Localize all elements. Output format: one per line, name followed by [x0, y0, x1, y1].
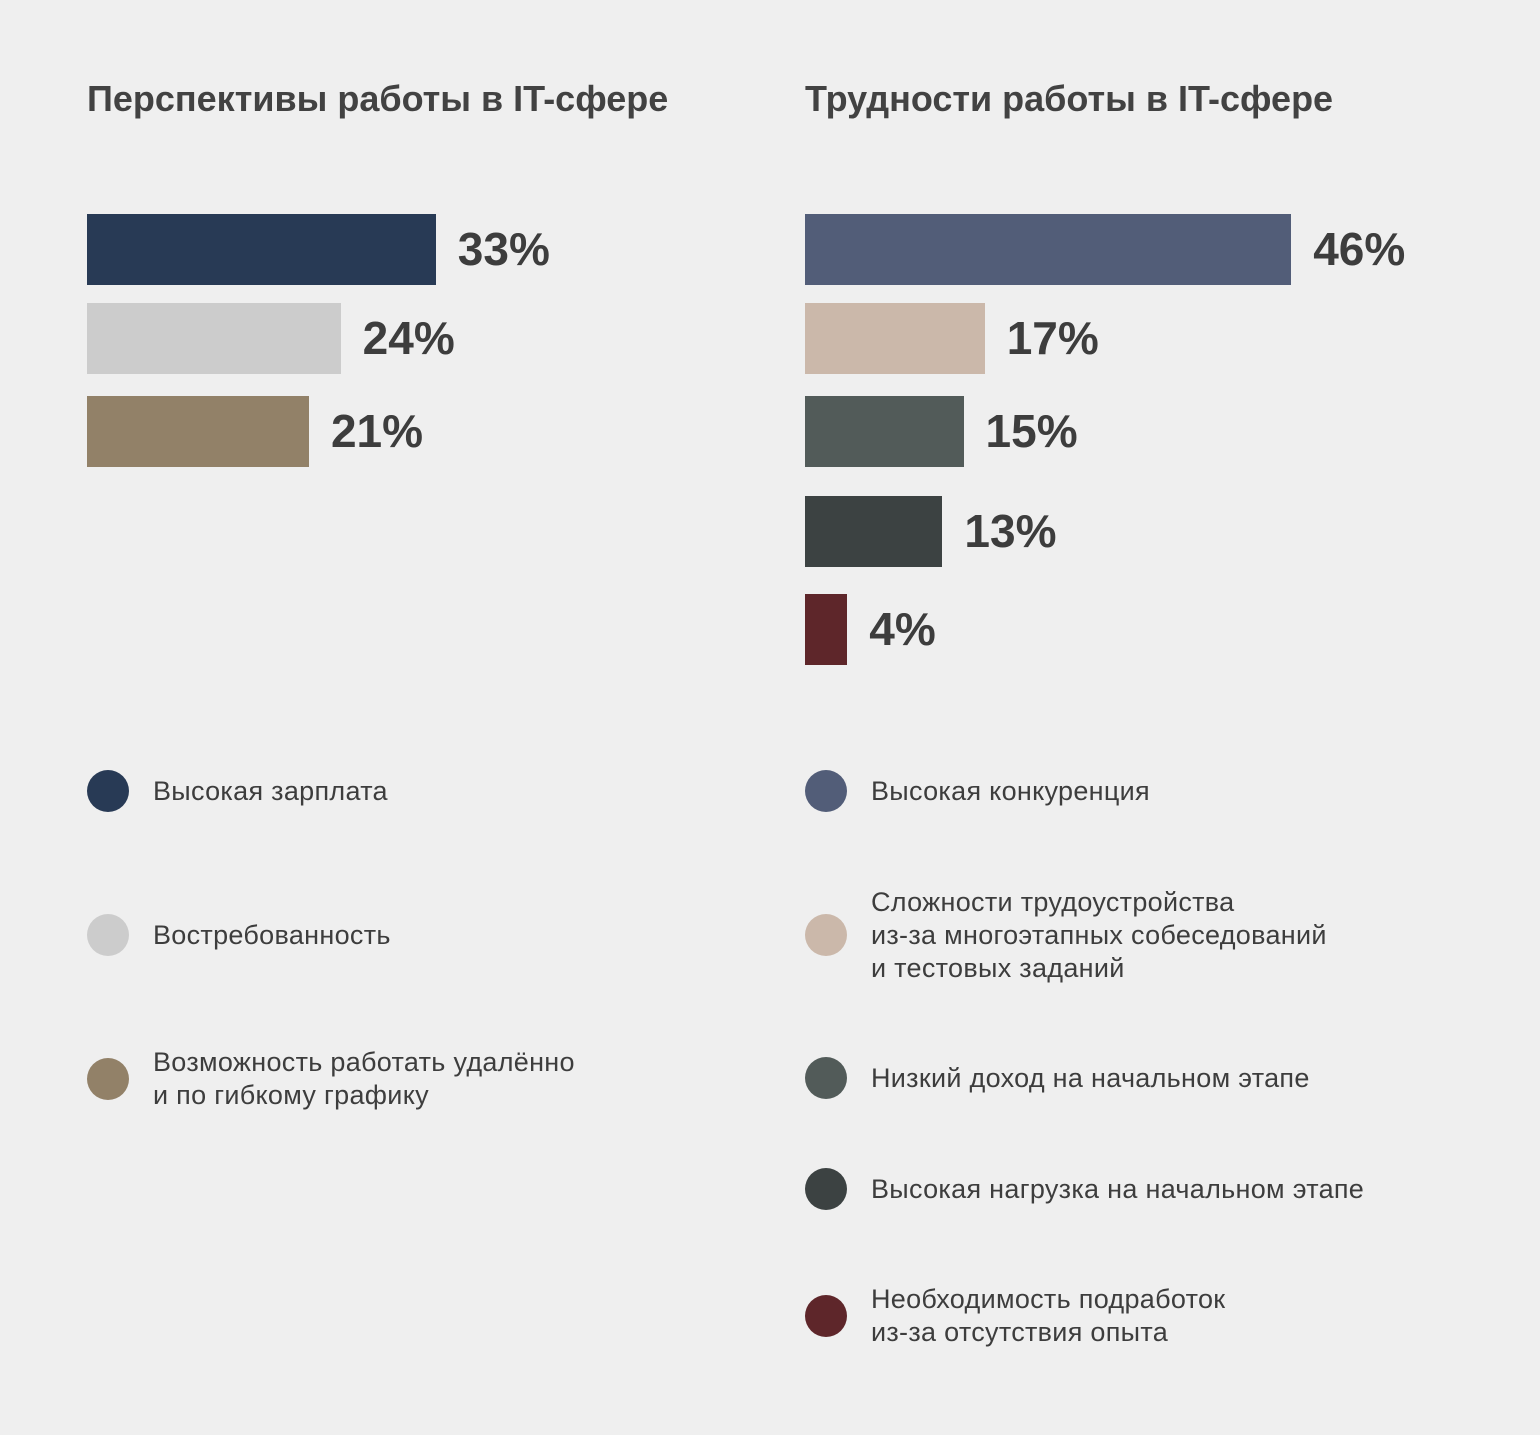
chart-title: Перспективы работы в IT-сфере — [87, 78, 669, 119]
bar-value-label: 4% — [869, 603, 936, 655]
bar-value-label: 46% — [1313, 223, 1406, 275]
bar — [805, 214, 1292, 285]
legend-label: Сложности трудоустройства из-за многоэта… — [871, 886, 1327, 983]
bar — [805, 396, 964, 467]
legend-swatch — [805, 1168, 847, 1210]
legend-swatch — [87, 1058, 129, 1100]
chart-title: Трудности работы в IT-сфере — [805, 78, 1334, 119]
legend-swatch — [87, 770, 129, 812]
bar-value-label: 24% — [362, 312, 455, 364]
legend-label: Высокая нагрузка на начальном этапе — [871, 1173, 1365, 1204]
legend-label: Высокая конкуренция — [871, 775, 1150, 806]
bar — [87, 303, 341, 374]
bar — [805, 303, 985, 374]
legend-swatch — [805, 770, 847, 812]
legend-swatch — [805, 1057, 847, 1099]
bar — [805, 594, 848, 665]
legend-swatch — [805, 914, 847, 956]
legend-swatch — [805, 1295, 847, 1337]
bar-value-label: 17% — [1006, 312, 1099, 364]
legend-label: Возможность работать удалённо и по гибко… — [153, 1047, 575, 1110]
legend-label: Востребованность — [153, 919, 391, 950]
bars: 46% 17% 15% 13% 4% — [805, 0, 1505, 700]
legend-label: Низкий доход на начальном этапе — [871, 1062, 1310, 1093]
bar — [805, 496, 943, 567]
bar-value-label: 33% — [457, 223, 550, 275]
bar — [87, 214, 436, 285]
bars: 33% 24% 21% — [87, 0, 747, 700]
legend-swatch — [87, 914, 129, 956]
legend-label: Высокая зарплата — [153, 775, 388, 806]
bar-value-label: 15% — [985, 405, 1078, 457]
bar — [87, 396, 309, 467]
bar-value-label: 21% — [330, 405, 424, 457]
legend-label: Необходимость подработок из-за отсутстви… — [871, 1284, 1226, 1347]
bar-value-label: 13% — [964, 505, 1057, 557]
